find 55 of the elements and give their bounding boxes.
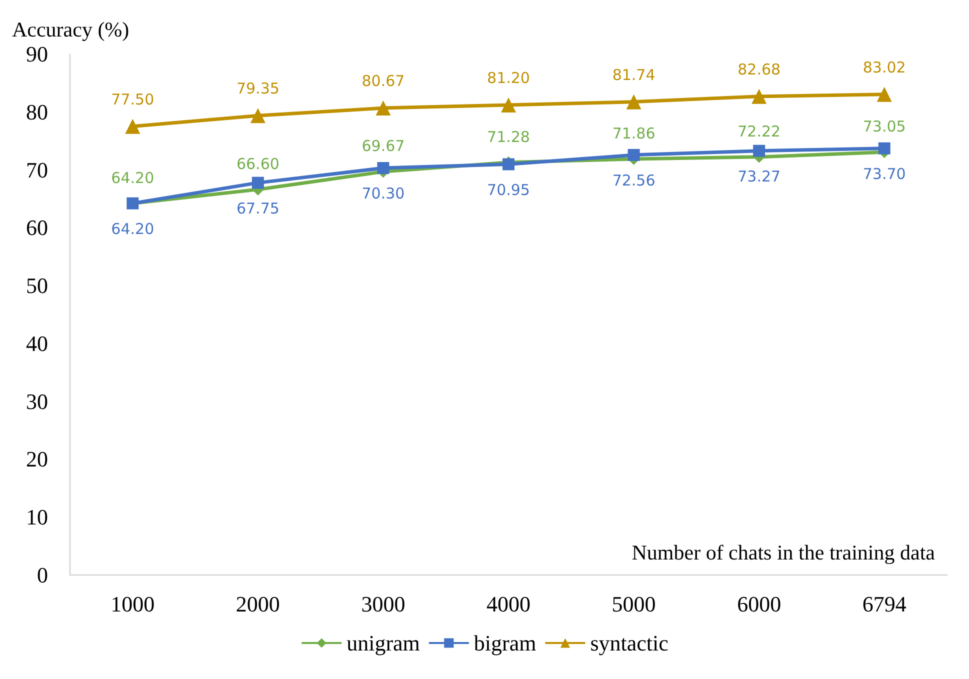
y-tick-label: 30: [26, 388, 48, 414]
x-tick-label: 6794: [862, 592, 906, 616]
data-label: 71.28: [487, 128, 530, 146]
point: [752, 88, 767, 104]
y-tick-label: 80: [26, 99, 48, 124]
point: [501, 97, 516, 112]
x-axis-title: Number of chats in the training data: [632, 540, 936, 564]
point: [252, 176, 264, 189]
data-label: 70.95: [487, 180, 530, 199]
y-tick-label: 60: [26, 215, 48, 240]
data-label: 80.67: [362, 72, 405, 90]
y-tick-label: 70: [26, 157, 48, 182]
data-label: 82.68: [738, 60, 781, 78]
y-tick-label: 40: [26, 330, 48, 356]
data-label: 71.86: [612, 124, 656, 143]
x-tick-label: 3000: [361, 592, 406, 616]
data-label: 73.70: [862, 164, 906, 183]
point: [628, 148, 640, 161]
x-tick-label: 4000: [486, 592, 530, 616]
data-label: 81.74: [612, 66, 656, 84]
y-tick-label: 10: [26, 504, 48, 530]
y-tick-label: 20: [26, 446, 48, 472]
data-label: 64.20: [111, 168, 154, 187]
data-label: 72.56: [612, 171, 656, 190]
data-label: 67.75: [236, 199, 280, 218]
x-tick-label: 1000: [110, 592, 155, 616]
legend-label: syntactic: [590, 630, 669, 656]
data-label: 69.67: [362, 137, 405, 156]
x-tick-label: 2000: [236, 592, 280, 616]
legend-label: unigram: [346, 630, 420, 656]
data-label: 70.30: [362, 184, 405, 203]
point: [377, 162, 390, 174]
point: [878, 142, 890, 154]
point: [626, 94, 642, 110]
data-label: 73.27: [738, 167, 781, 186]
point: [125, 118, 140, 134]
data-label: 81.20: [487, 68, 530, 87]
y-tick-label: 50: [26, 273, 48, 298]
point: [876, 86, 892, 102]
x-tick-label: 6000: [737, 592, 782, 616]
legend-label: bigram: [474, 630, 536, 656]
point: [376, 100, 391, 116]
data-label: 64.20: [111, 220, 154, 238]
data-label: 77.50: [111, 90, 154, 108]
point: [753, 144, 766, 157]
y-axis-title: Accuracy (%): [12, 18, 130, 42]
data-label: 66.60: [236, 154, 280, 173]
point: [250, 108, 266, 124]
y-tick-label: 0: [37, 562, 48, 588]
data-label: 72.22: [738, 122, 781, 140]
data-label: 83.02: [862, 58, 906, 76]
x-tick-label: 5000: [612, 592, 656, 616]
data-label: 73.05: [862, 118, 906, 136]
data-label: 79.35: [236, 80, 280, 98]
y-tick-label: 90: [26, 42, 48, 66]
